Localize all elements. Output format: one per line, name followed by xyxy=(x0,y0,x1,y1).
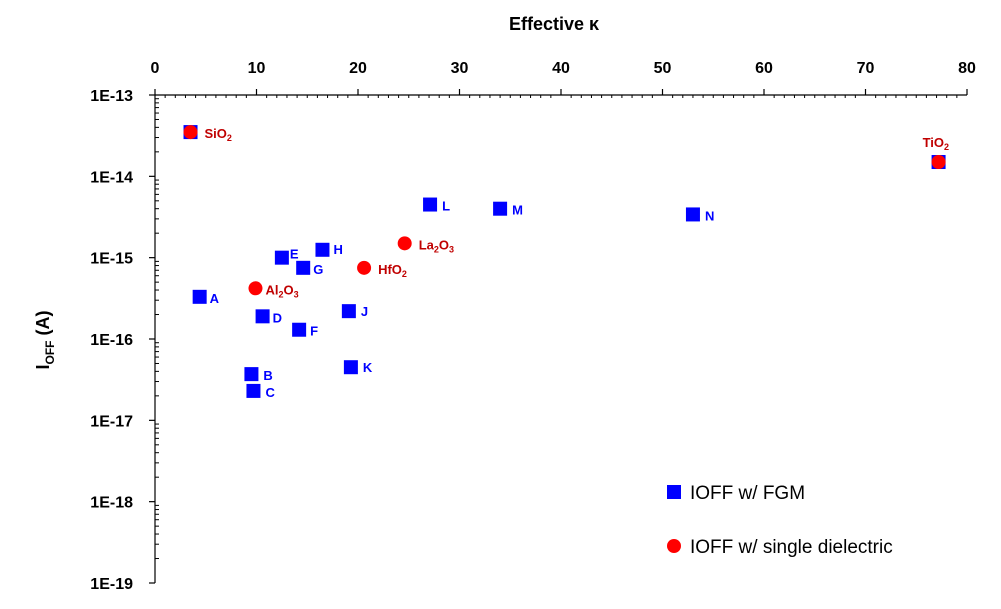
single-dielectric-point-marker xyxy=(931,155,946,170)
y-tick-label: 1E-14 xyxy=(90,169,133,186)
single-dielectric-point-marker xyxy=(357,260,372,275)
point-label: SiO2 xyxy=(205,126,232,143)
fgm-point-marker xyxy=(255,309,270,324)
x-tick-label: 80 xyxy=(958,60,976,77)
x-tick-label: 0 xyxy=(151,60,160,77)
x-axis: 0 10 20 30 40 50 60 70 80 Effective κ xyxy=(151,14,976,98)
single-dielectric-point-marker xyxy=(183,125,198,140)
data-points: A BC D E F GH J K L M N SiO2 Al2O3 HfO2 La2O3 TiO2 xyxy=(183,125,949,400)
point-label: E xyxy=(290,247,299,262)
point-label: J xyxy=(361,304,368,319)
point-label: M xyxy=(512,203,523,218)
x-tick-label: 40 xyxy=(552,60,570,77)
x-tick-label: 60 xyxy=(755,60,773,77)
point-label: TiO2 xyxy=(923,135,949,152)
point-label: G xyxy=(313,262,323,277)
fgm-point-marker xyxy=(244,367,259,382)
fgm-point-marker xyxy=(292,322,307,337)
x-tick-label: 30 xyxy=(451,60,469,77)
legend-entry-label: IOFF w/ FGM xyxy=(690,483,805,504)
point-label: HfO2 xyxy=(378,262,407,279)
x-tick-label: 70 xyxy=(857,60,875,77)
fgm-point-marker xyxy=(274,250,289,265)
point-label: H xyxy=(333,242,342,257)
x-axis-title: Effective κ xyxy=(509,14,600,34)
legend: IOFF w/ FGM IOFF w/ single dielectric xyxy=(667,483,893,558)
fgm-point-marker xyxy=(493,201,508,216)
y-tick-label: 1E-18 xyxy=(90,495,133,512)
fgm-point-marker xyxy=(343,360,358,375)
point-label: D xyxy=(273,310,282,325)
single-dielectric-point-marker xyxy=(248,281,263,296)
legend-entry-label: IOFF w/ single dielectric xyxy=(690,537,893,558)
point-label: C xyxy=(265,385,275,400)
point-label: Al2O3 xyxy=(265,282,298,299)
fgm-point-marker xyxy=(685,207,700,222)
y-tick-label: 1E-16 xyxy=(90,332,133,349)
x-tick-label: 20 xyxy=(349,60,367,77)
fgm-point-marker xyxy=(315,242,330,257)
y-axis-title: IOFF (A) xyxy=(33,310,57,369)
y-axis: 1E-19 1E-18 1E-17 1E-16 1E-15 1E-14 1E-13 IOFF … xyxy=(33,88,159,593)
fgm-point-marker xyxy=(192,289,207,304)
single-dielectric-point-marker xyxy=(397,236,412,251)
fgm-point-marker xyxy=(423,197,438,212)
point-label: B xyxy=(263,368,272,383)
y-tick-label: 1E-17 xyxy=(90,413,133,430)
point-label: F xyxy=(310,324,318,339)
fgm-point-marker xyxy=(341,304,356,319)
x-tick-label: 50 xyxy=(654,60,672,77)
point-label: K xyxy=(363,360,373,375)
point-label: A xyxy=(210,291,220,306)
point-label: N xyxy=(705,208,714,223)
y-tick-label: 1E-15 xyxy=(90,251,133,268)
y-tick-label: 1E-13 xyxy=(90,88,133,105)
fgm-point-marker xyxy=(246,383,261,398)
point-label: L xyxy=(442,199,450,214)
y-tick-label: 1E-19 xyxy=(90,576,133,593)
x-tick-label: 10 xyxy=(248,60,266,77)
point-label: La2O3 xyxy=(419,237,454,254)
legend-circle-icon xyxy=(667,539,681,553)
fgm-point-marker xyxy=(296,260,311,275)
legend-square-icon xyxy=(667,485,681,499)
